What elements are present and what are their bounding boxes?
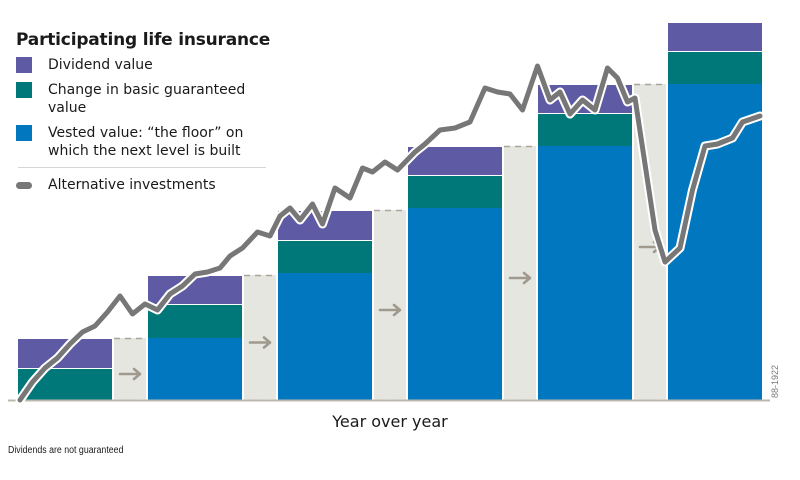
legend-item-guaranteed: Change in basic guaranteed value bbox=[16, 81, 276, 117]
arrow-right-icon bbox=[508, 271, 532, 285]
carry-forward-gap bbox=[374, 210, 406, 400]
legend-label: Alternative investments bbox=[48, 177, 216, 193]
legend-item-alternative: Alternative investments bbox=[16, 176, 276, 194]
document-code: 88-1922 bbox=[770, 364, 780, 398]
vested-value-bar bbox=[278, 273, 372, 400]
carry-forward-gap bbox=[114, 338, 146, 400]
guaranteed-value-bar bbox=[668, 52, 762, 84]
vested-value-bar bbox=[538, 146, 632, 400]
arrow-right-icon bbox=[118, 367, 142, 381]
legend-label: Vested value: “the floor” on which the n… bbox=[48, 125, 244, 159]
vested-value-bar bbox=[148, 338, 242, 400]
guaranteed-value-bar bbox=[538, 114, 632, 146]
footnote: Dividends are not guaranteed bbox=[8, 445, 124, 456]
legend-item-dividend: Dividend value bbox=[16, 56, 276, 74]
legend: Participating life insurance Dividend va… bbox=[16, 30, 276, 201]
carry-forward-gap bbox=[244, 275, 276, 400]
guaranteed-value-bar bbox=[148, 305, 242, 338]
legend-label: Dividend value bbox=[48, 57, 153, 73]
vested-swatch-icon bbox=[16, 125, 32, 141]
guaranteed-value-bar bbox=[278, 241, 372, 273]
dividend-swatch-icon bbox=[16, 57, 32, 73]
arrow-right-icon bbox=[378, 303, 402, 317]
dividend-value-bar bbox=[408, 147, 502, 175]
legend-label: Change in basic guaranteed value bbox=[48, 82, 246, 116]
guaranteed-value-bar bbox=[408, 176, 502, 208]
guaranteed-swatch-icon bbox=[16, 82, 32, 98]
dividend-value-bar bbox=[668, 23, 762, 51]
arrow-right-icon bbox=[248, 336, 272, 349]
alternative-investments-line bbox=[17, 63, 763, 403]
x-axis-label: Year over year bbox=[332, 412, 448, 431]
legend-item-vested: Vested value: “the floor” on which the n… bbox=[16, 124, 276, 160]
vested-value-bar bbox=[408, 208, 502, 400]
carry-forward-gap bbox=[504, 146, 536, 400]
legend-divider bbox=[18, 167, 266, 168]
line-group bbox=[15, 61, 765, 405]
line-swatch-icon bbox=[16, 182, 32, 189]
legend-title: Participating life insurance bbox=[16, 30, 271, 50]
